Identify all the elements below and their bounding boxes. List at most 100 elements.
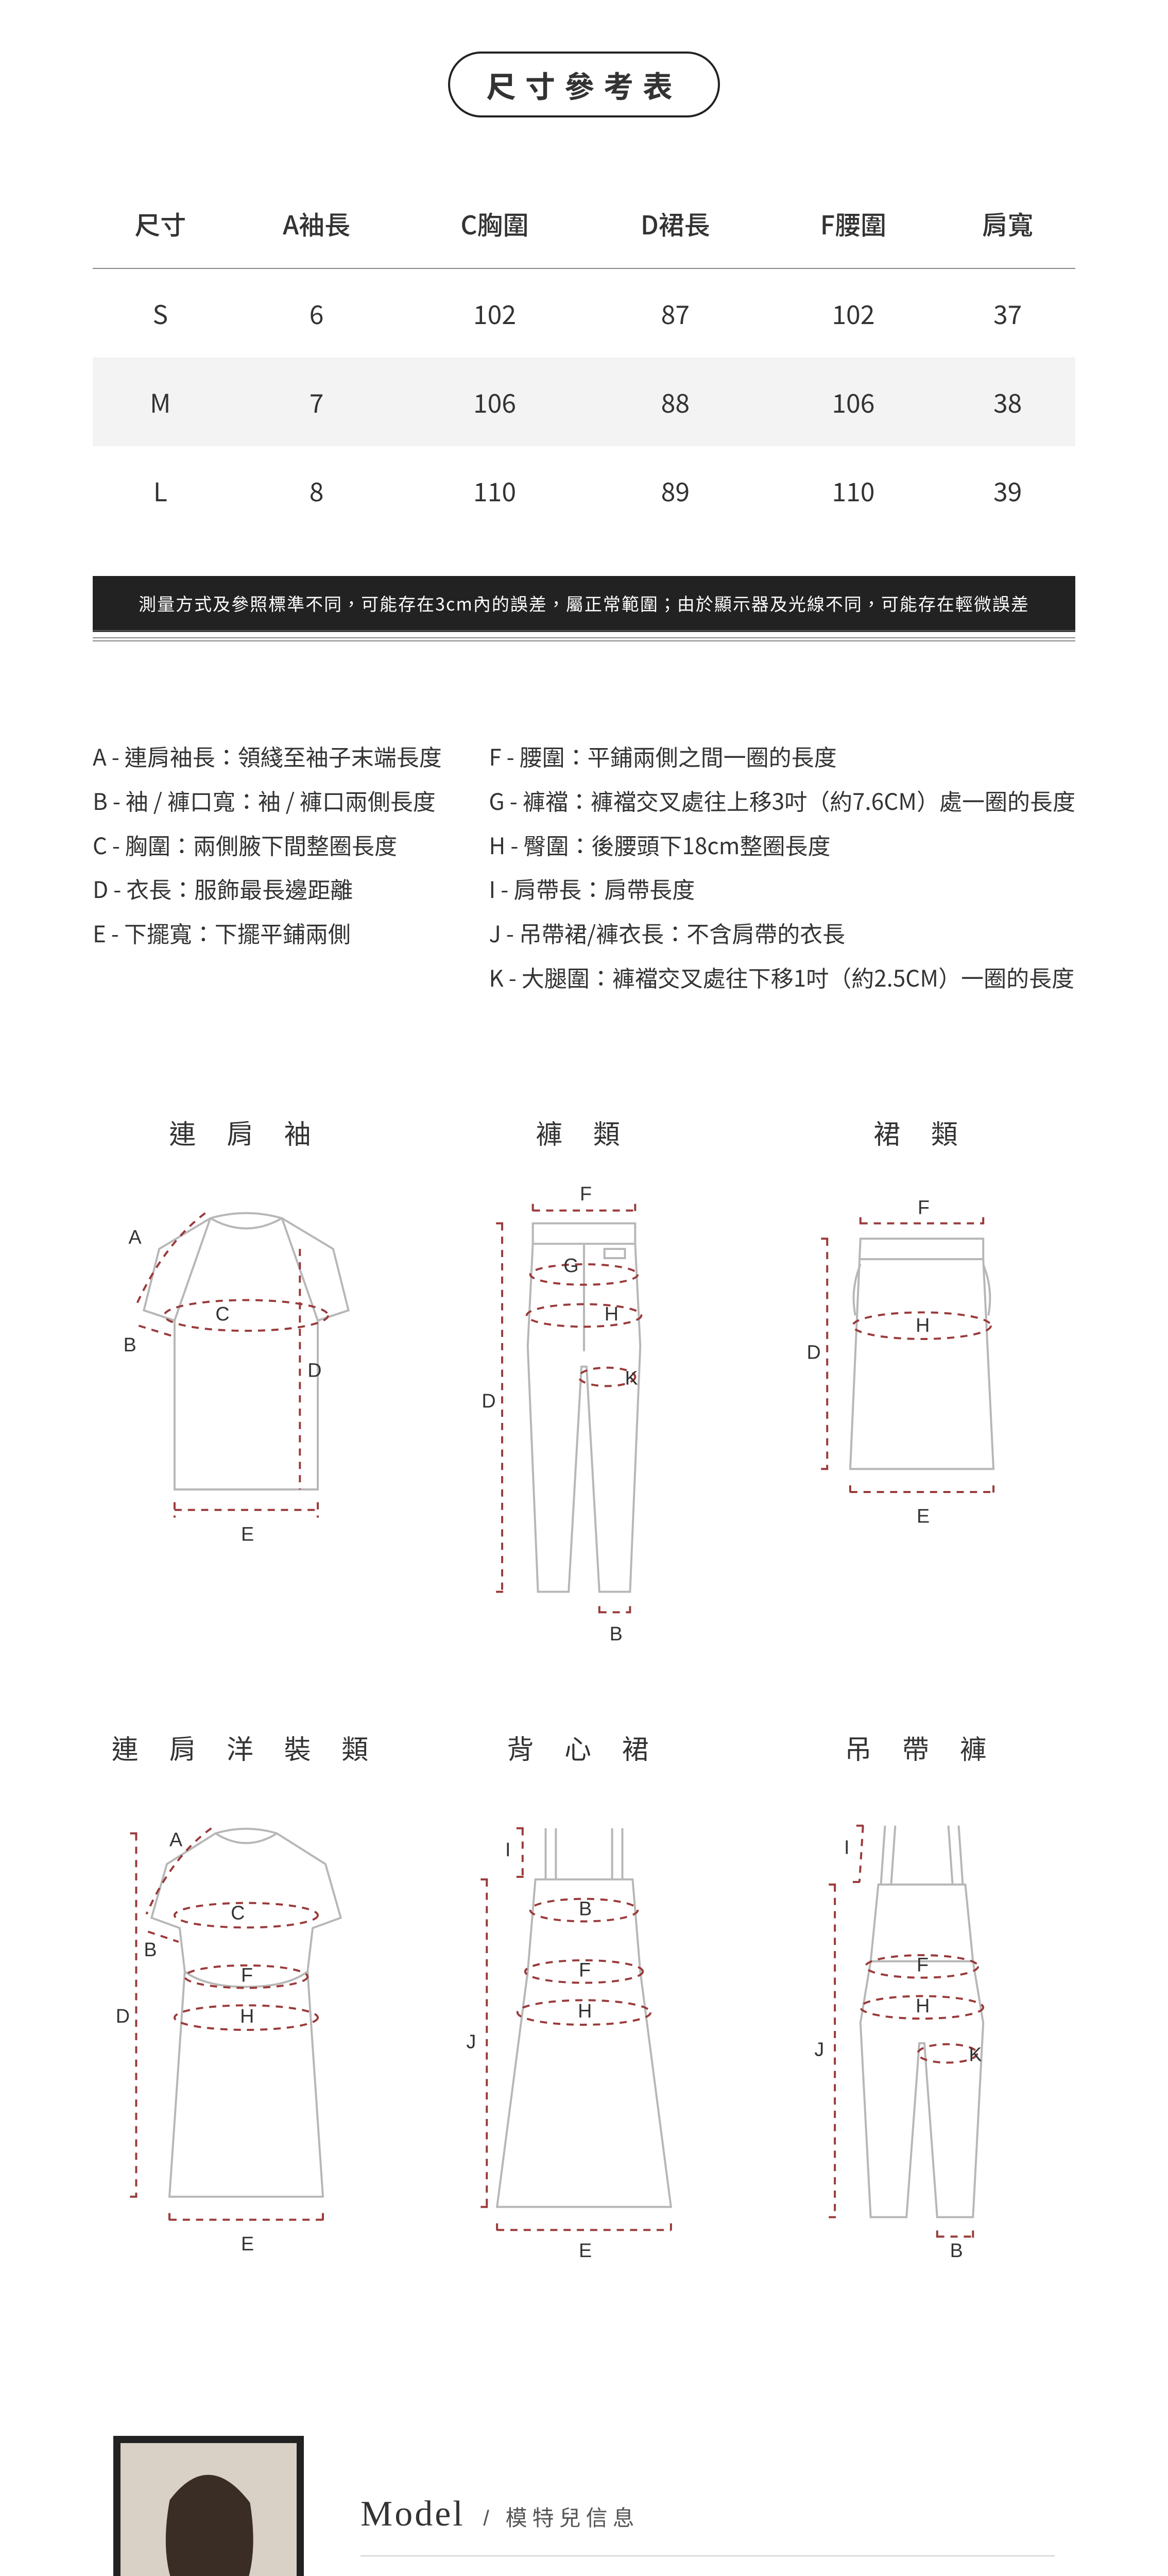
svg-text:B: B: [579, 1897, 592, 1919]
svg-text:D: D: [807, 1341, 821, 1363]
table-row: M 7 106 88 106 38: [93, 358, 1075, 446]
diagram-raglan-dress: 連 肩 洋 裝 類 A B: [93, 1728, 400, 2261]
td: 88: [584, 358, 766, 446]
divider: [93, 637, 1075, 641]
td: 102: [405, 268, 584, 358]
svg-text:I: I: [505, 1839, 510, 1860]
svg-text:E: E: [917, 1505, 930, 1527]
svg-text:F: F: [580, 1183, 592, 1205]
td: 7: [228, 358, 405, 446]
overalls-svg: I F H K J B: [768, 1798, 1075, 2258]
svg-text:H: H: [240, 2005, 254, 2027]
td: 6: [228, 268, 405, 358]
definitions-left: A - 連肩袖長：領綫至袖子末端長度 B - 袖 / 褲口寬：袖 / 褲口兩側長…: [93, 734, 448, 999]
td: 38: [940, 358, 1075, 446]
svg-text:A: A: [169, 1828, 183, 1850]
diagram-title: 連 肩 洋 裝 類: [93, 1728, 400, 1767]
table-row: L 8 110 89 110 39: [93, 446, 1075, 535]
model-info: Model / 模特兒信息 身高：168cm 試穿尺寸：M/均碼 體重：47kg…: [360, 2494, 1055, 2576]
size-table: 尺寸 A袖長 C胸圍 D裙長 F腰圍 肩寬 S 6 102 87 102 37 …: [93, 179, 1075, 535]
cami-svg: I B F H J E: [431, 1798, 737, 2258]
svg-text:H: H: [916, 1995, 930, 2016]
td: 110: [405, 446, 584, 535]
def-item: K - 大腿圍：褲襠交叉處往下移1吋（約2.5CM）一圈的長度: [489, 955, 1075, 999]
svg-text:J: J: [814, 2038, 824, 2060]
diagram-cami-dress: 背 心 裙: [431, 1728, 737, 2261]
svg-text:I: I: [844, 1836, 849, 1858]
svg-text:H: H: [605, 1303, 619, 1325]
svg-text:K: K: [625, 1367, 638, 1388]
table-row: S 6 102 87 102 37: [93, 268, 1075, 358]
def-item: F - 腰圍：平鋪兩側之間一圈的長度: [489, 734, 1075, 778]
skirt-svg: F H D E: [768, 1182, 1075, 1551]
td: 102: [767, 268, 940, 358]
pants-svg: F G H K D B: [431, 1182, 737, 1643]
td: 87: [584, 268, 766, 358]
td: L: [93, 446, 228, 535]
svg-text:J: J: [467, 2031, 476, 2053]
td: 110: [767, 446, 940, 535]
th: 尺寸: [93, 179, 228, 268]
definitions-right: F - 腰圍：平鋪兩側之間一圈的長度 G - 褲襠：褲襠交叉處往上移3吋（約7.…: [489, 734, 1075, 999]
raglan-tee-svg: A B C D E: [93, 1182, 400, 1551]
diagram-overalls: 吊 帶 褲: [768, 1728, 1075, 2261]
td: 8: [228, 446, 405, 535]
diagram-skirt: 裙 類: [768, 1113, 1075, 1646]
svg-text:F: F: [241, 1964, 253, 1986]
td: M: [93, 358, 228, 446]
diagram-title: 吊 帶 褲: [768, 1728, 1075, 1767]
th: 肩寬: [940, 179, 1075, 268]
svg-text:H: H: [578, 2000, 592, 2022]
size-table-header-row: 尺寸 A袖長 C胸圍 D裙長 F腰圍 肩寬: [93, 179, 1075, 268]
diagram-pants: 褲 類: [431, 1113, 737, 1646]
svg-text:D: D: [307, 1359, 321, 1381]
svg-text:B: B: [144, 1939, 157, 1960]
page-title: 尺寸參考表: [448, 52, 720, 117]
th: F腰圍: [767, 179, 940, 268]
svg-text:E: E: [579, 2240, 592, 2258]
model-heading-main: Model: [360, 2494, 465, 2534]
svg-text:D: D: [482, 1390, 495, 1412]
def-item: J - 吊帶裙/褲衣長：不含肩帶的衣長: [489, 911, 1075, 955]
svg-text:B: B: [610, 1623, 623, 1643]
dress-svg: A B C F H D E: [93, 1798, 400, 2258]
model-section: @蕭蕭 Model / 模特兒信息 身高：168cm 試穿尺寸：M/均碼 體重：…: [93, 2395, 1075, 2576]
svg-text:A: A: [129, 1226, 142, 1248]
model-photo: @蕭蕭: [113, 2436, 304, 2576]
svg-text:D: D: [116, 2005, 130, 2027]
td: 37: [940, 268, 1075, 358]
model-portrait-placeholder: [121, 2443, 297, 2576]
td: 106: [405, 358, 584, 446]
svg-text:B: B: [950, 2240, 963, 2258]
svg-text:F: F: [579, 1959, 591, 1980]
th: A袖長: [228, 179, 405, 268]
svg-text:H: H: [916, 1314, 930, 1336]
def-item: C - 胸圍：兩側腋下間整圈長度: [93, 823, 448, 867]
svg-text:F: F: [917, 1954, 929, 1976]
th: D裙長: [584, 179, 766, 268]
def-item: I - 肩帶長：肩帶長度: [489, 867, 1075, 911]
model-heading: Model / 模特兒信息: [360, 2494, 1055, 2556]
measurement-note: 測量方式及參照標準不同，可能存在3cm內的誤差，屬正常範圍；由於顯示器及光線不同…: [93, 576, 1075, 632]
td: 39: [940, 446, 1075, 535]
def-item: D - 衣長：服飾最長邊距離: [93, 867, 448, 911]
svg-text:C: C: [215, 1303, 229, 1325]
def-item: H - 臀圍：後腰頭下18cm整圈長度: [489, 823, 1075, 867]
definitions: A - 連肩袖長：領綫至袖子末端長度 B - 袖 / 褲口寬：袖 / 褲口兩側長…: [93, 734, 1075, 999]
th: C胸圍: [405, 179, 584, 268]
def-item: E - 下擺寬：下擺平鋪兩側: [93, 911, 448, 955]
def-item: B - 袖 / 褲口寬：袖 / 褲口兩側長度: [93, 778, 448, 823]
diagram-raglan-tee: 連 肩 袖: [93, 1113, 400, 1646]
diagram-grid: 連 肩 袖: [93, 1113, 1075, 2261]
svg-text:F: F: [918, 1196, 930, 1218]
svg-text:B: B: [124, 1334, 136, 1355]
def-item: A - 連肩袖長：領綫至袖子末端長度: [93, 734, 448, 778]
td: S: [93, 268, 228, 358]
model-heading-sub: / 模特兒信息: [483, 2506, 639, 2530]
diagram-title: 褲 類: [431, 1113, 737, 1151]
svg-text:E: E: [241, 2233, 254, 2255]
td: 89: [584, 446, 766, 535]
diagram-title: 裙 類: [768, 1113, 1075, 1151]
svg-text:K: K: [969, 2043, 982, 2065]
diagram-title: 背 心 裙: [431, 1728, 737, 1767]
